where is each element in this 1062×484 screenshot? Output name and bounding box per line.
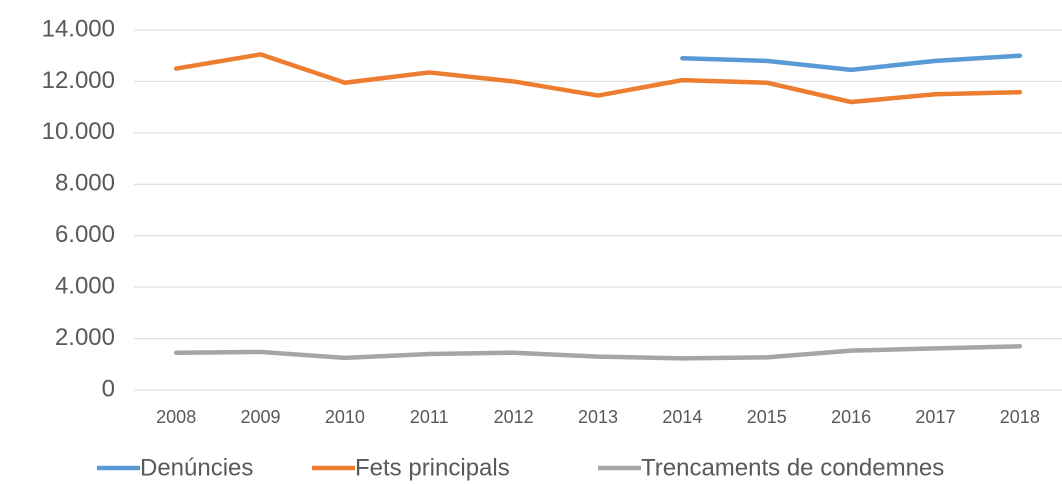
series-line	[173, 344, 1023, 361]
x-tick-label: 2015	[747, 407, 787, 427]
y-tick-label: 6.000	[55, 221, 115, 248]
legend-label: Denúncies	[140, 454, 253, 481]
y-tick-label: 0	[102, 375, 115, 402]
series-line	[173, 52, 1023, 105]
y-tick-label: 12.000	[42, 67, 115, 94]
x-tick-label: 2012	[494, 407, 534, 427]
legend-label: Fets principals	[355, 454, 510, 481]
x-tick-label: 2017	[915, 407, 955, 427]
x-tick-label: 2011	[410, 407, 449, 427]
series-line	[680, 53, 1023, 73]
x-tick-label: 2010	[325, 407, 365, 427]
y-tick-label: 10.000	[42, 118, 115, 145]
legend-label: Trencaments de condemnes	[641, 454, 944, 481]
x-tick-label: 2013	[578, 407, 618, 427]
x-tick-label: 2016	[831, 407, 871, 427]
x-tick-label: 2014	[662, 407, 702, 427]
y-tick-label: 4.000	[55, 272, 115, 299]
y-tick-label: 2.000	[55, 324, 115, 351]
y-tick-label: 8.000	[55, 170, 115, 197]
x-tick-label: 2018	[1000, 407, 1040, 427]
x-tick-label: 2008	[156, 407, 196, 427]
y-tick-label: 14.000	[42, 15, 115, 42]
x-tick-label: 2009	[241, 407, 281, 427]
